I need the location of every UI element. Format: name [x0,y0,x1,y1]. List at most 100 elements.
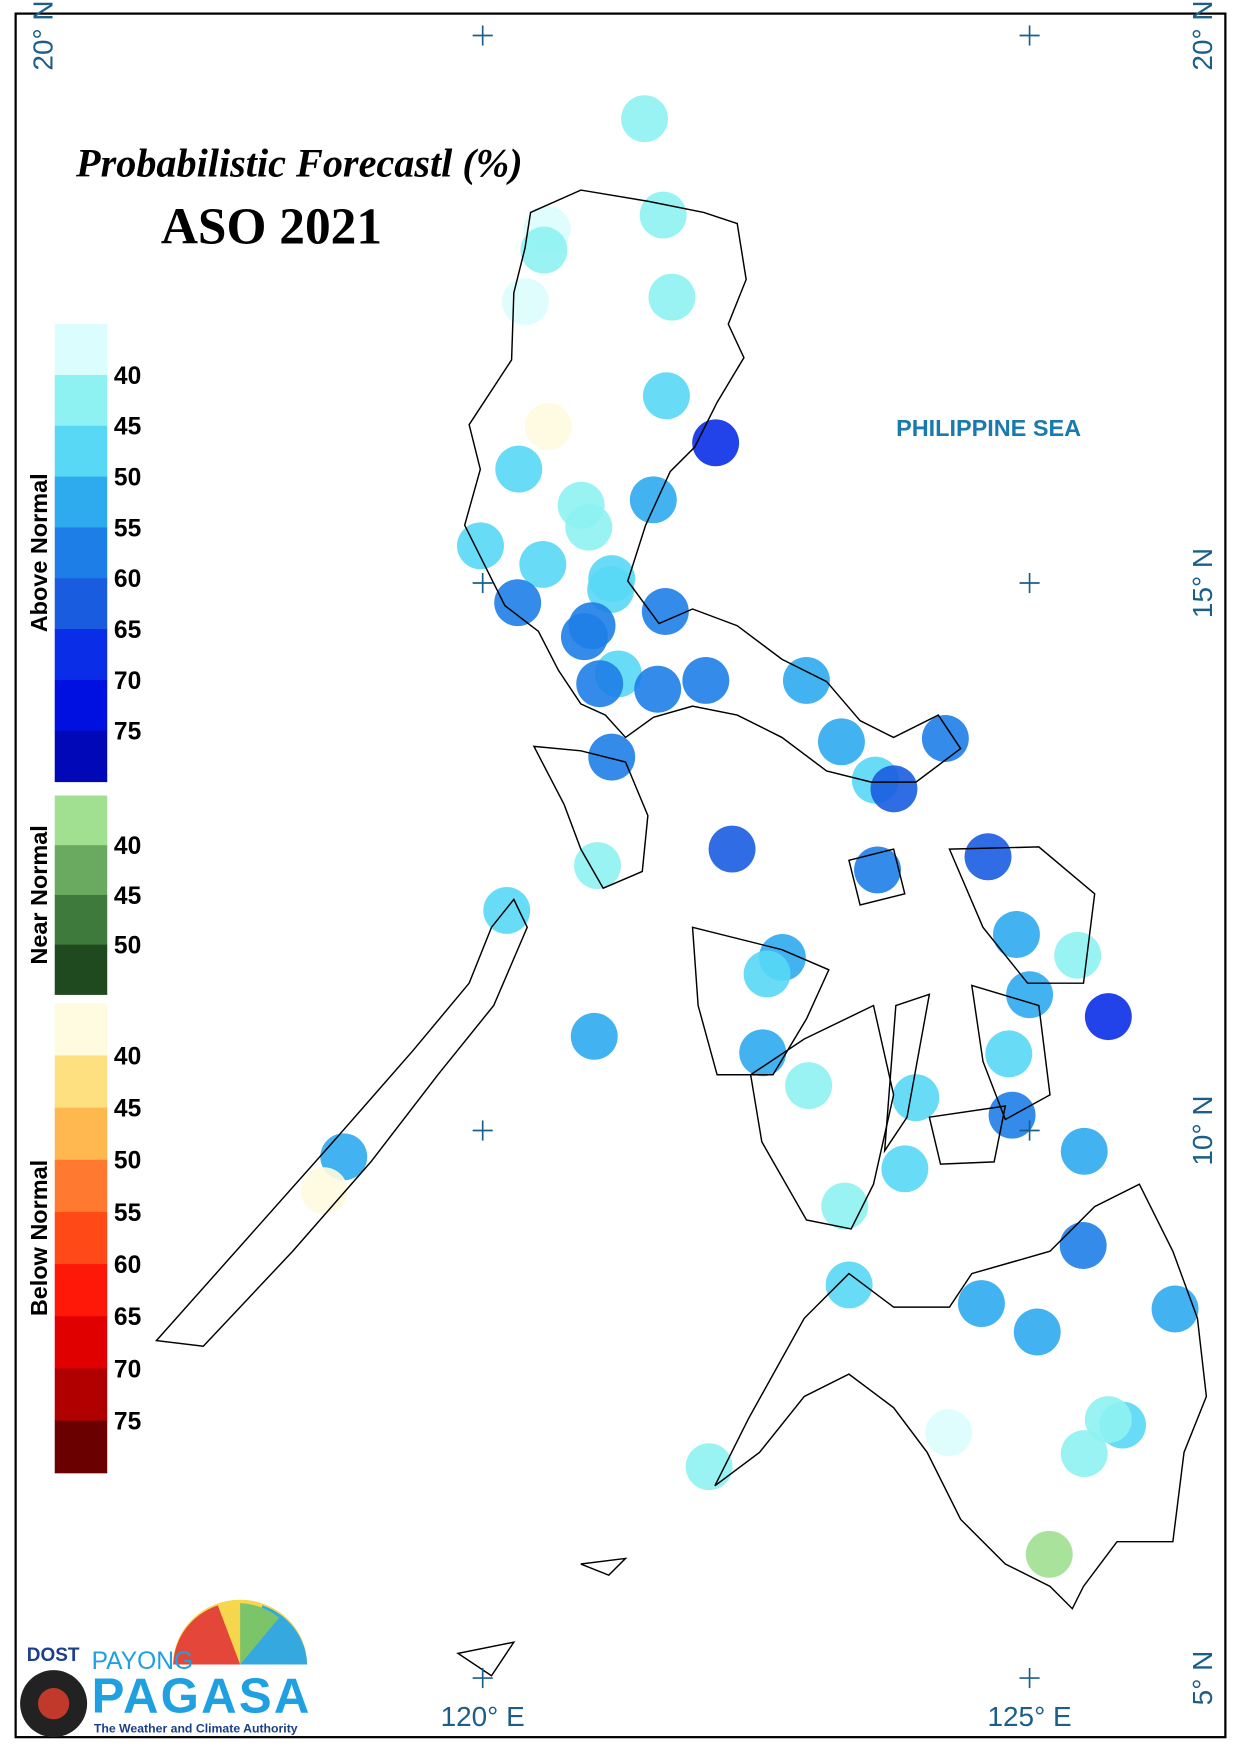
legend-swatch [54,527,108,579]
umbrella-segment [173,1605,241,1665]
logo-agency: DOST [27,1645,80,1666]
legend-tick-label: 50 [114,933,141,960]
station-forecast [642,372,690,420]
station-forecast [692,419,740,467]
logo-tagline: The Weather and Climate Authority [94,1722,298,1736]
legend-tick-label: 45 [114,883,141,910]
legend-category: Below Normal [26,1160,52,1316]
legend-swatch [54,1420,108,1474]
x-tick-label: 120° E [441,1701,525,1732]
station-forecast [992,911,1040,958]
station-forecast [457,522,504,570]
legend-swatch [54,845,108,896]
station-forecast [925,1409,973,1457]
station-forecast [641,588,689,635]
panay [691,926,830,1076]
legend-swatch [54,1003,108,1057]
station-forecast [1084,1396,1132,1444]
legend-swatch [54,1055,108,1109]
legend-tick-label: 40 [114,363,141,390]
legend-swatch [54,425,108,478]
legend-tick-label: 40 [114,833,141,860]
legend-tick-label: 75 [114,1409,141,1436]
station-forecast [300,1167,348,1215]
legend-swatch [54,629,108,681]
negros [749,1004,895,1230]
y-tick-label: 10° N [1187,1095,1218,1165]
station-forecast [587,566,635,614]
station-forecast [782,657,830,704]
station-forecast [821,1182,869,1230]
legend-tick-label: 50 [114,1148,141,1175]
station-forecast [634,665,682,713]
legend-swatch [54,730,108,783]
samar [948,846,1096,984]
station-forecast [501,278,549,326]
station-forecast [1025,1530,1073,1578]
legend-tick-label: 50 [114,465,141,492]
y-tick-label: 20° N [27,0,58,70]
station-forecast [682,657,730,704]
legend-swatch [54,795,108,846]
station-forecast [825,1261,873,1309]
station-forecast [570,1012,618,1060]
station-forecast [892,1074,940,1122]
station-forecast [494,579,542,627]
station-forecast [576,660,624,708]
legend-tick-label: 40 [114,1043,141,1070]
legend-tick-label: 65 [114,617,141,644]
x-tick-label: 125° E [988,1701,1072,1732]
station-forecast [565,503,613,551]
station-forecast [520,226,568,274]
luzon [463,189,962,783]
station-forecast [1059,1222,1107,1269]
station-forecast [739,1029,787,1077]
station-forecast [785,1062,833,1110]
station-forecast [495,445,543,493]
station-forecast [708,825,756,873]
legend-swatch [54,324,108,376]
legend-tick-label: 65 [114,1304,141,1331]
legend-swatch [54,476,108,528]
station-forecast [854,846,901,894]
station-forecast [921,715,969,762]
station-forecast [743,950,791,998]
station-forecast [320,1133,368,1181]
legend-tick-label: 70 [114,1356,141,1383]
leyte [970,984,1051,1121]
legend-swatch [54,679,108,732]
legend-category: Above Normal [26,473,52,632]
mindanao [714,1183,1208,1610]
legend-swatch [54,1368,108,1422]
legend-tick-label: 60 [114,566,141,593]
legend-tick-label: 55 [114,515,141,542]
map-subtitle: ASO 2021 [161,199,382,256]
coastline [154,189,1208,1677]
cebu [883,993,931,1154]
bohol [928,1105,1007,1165]
legend-swatch [54,894,108,946]
logo: DOST PAYONG PAGASA The Weather and Clima… [20,1599,312,1738]
station-forecast [588,733,636,781]
legend-swatch [54,1211,108,1265]
legend-category: Near Normal [26,825,52,964]
station-forecast [1060,1430,1108,1478]
legend: 40 45 50 55 60 65 70 75 Above Normal 40 45 50 Near N… [26,324,141,1474]
legend-tick-label: 70 [114,668,141,695]
station-forecast [648,273,696,321]
legend-swatch [54,1107,108,1161]
stations [300,95,1199,1578]
station-forecast [483,886,531,934]
station-forecast [629,476,677,524]
masbate [848,848,906,906]
station-forecast [574,842,621,889]
palawan [154,898,529,1347]
station-forecast [1060,1127,1108,1175]
sea-label: PHILIPPINE SEA [896,415,1081,441]
station-forecast [685,1443,733,1491]
logo-brand: PAGASA [92,1670,312,1724]
station-forecast [1013,1308,1061,1356]
legend-swatch [54,1316,108,1369]
map-title: Probabilistic Forecastl (%) [75,141,523,186]
